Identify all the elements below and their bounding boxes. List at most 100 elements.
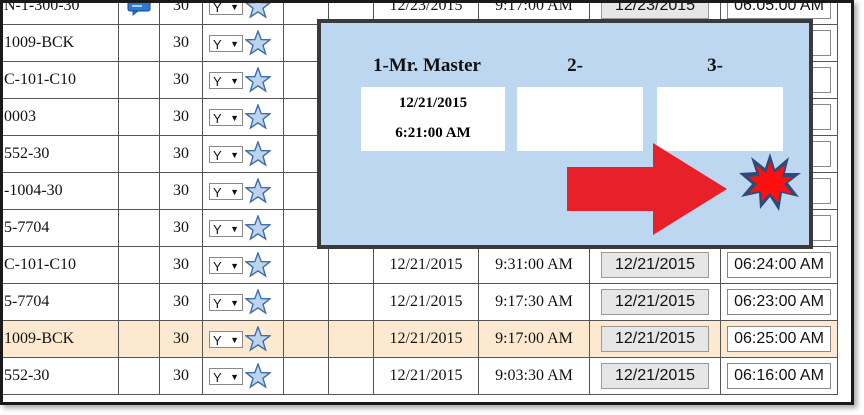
icon-cell — [118, 98, 160, 136]
flag-cell: Y ▼ — [202, 0, 284, 25]
right-arrow-icon — [567, 143, 727, 235]
chat-bubble-icon[interactable] — [127, 3, 151, 16]
time-input-cell: 06:23:00 AM — [720, 283, 838, 321]
flag-select[interactable]: Y ▼ — [209, 293, 243, 311]
flag-select[interactable]: Y ▼ — [209, 330, 243, 348]
table-row[interactable]: 1009-BCK 30 Y ▼ 12/21/2015 9:17:00 AM 12/21/20… — [3, 320, 838, 358]
screenshot-frame: N-1-300-30 30 Y ▼ 12/23/2015 9:17:00 AM 12/23/… — [0, 0, 854, 405]
quantity-value: 30 — [173, 182, 189, 199]
item-id: 5-7704 — [4, 293, 50, 310]
time-input[interactable]: 06:16:00 AM — [727, 363, 831, 389]
quantity-value: 30 — [173, 367, 189, 384]
flag-select-value: Y — [213, 73, 222, 89]
chevron-down-icon: ▼ — [230, 75, 239, 86]
quantity-cell: 30 — [159, 283, 203, 321]
flag-select[interactable]: Y ▼ — [209, 219, 243, 237]
time-value: 9:17:00 AM — [495, 330, 573, 347]
star-icon[interactable] — [244, 65, 272, 93]
item-id-cell: 0003 — [3, 98, 119, 136]
master-slot-1[interactable]: 12/21/2015 6:21:00 AM — [361, 87, 505, 151]
item-id-cell: 1009-BCK — [3, 24, 119, 62]
date-value: 12/21/2015 — [389, 330, 463, 347]
table-row[interactable]: C-101-C10 30 Y ▼ 12/21/2015 9:31:00 AM 12/21/2… — [3, 246, 838, 284]
chevron-down-icon: ▼ — [230, 38, 239, 49]
date-value: 12/21/2015 — [389, 367, 463, 384]
flag-cell: Y ▼ — [202, 98, 284, 136]
icon-cell — [118, 209, 160, 247]
star-icon[interactable] — [244, 139, 272, 167]
star-icon[interactable] — [244, 28, 272, 56]
date-input[interactable]: 12/21/2015 — [601, 363, 709, 389]
star-icon[interactable] — [244, 361, 272, 389]
time-cell: 9:17:30 AM — [478, 283, 590, 321]
star-icon[interactable] — [245, 3, 271, 19]
flag-select[interactable]: Y ▼ — [209, 34, 243, 52]
empty-cell — [283, 320, 329, 358]
flag-select-value: Y — [213, 147, 222, 163]
flag-select-value: Y — [213, 110, 222, 126]
flag-select[interactable]: Y ▼ — [209, 108, 243, 126]
table-row[interactable]: 5-7704 30 Y ▼ 12/21/2015 9:17:30 AM 12/21/2015… — [3, 283, 838, 321]
time-input[interactable]: 06:24:00 AM — [727, 252, 831, 278]
flag-select-value: Y — [213, 221, 222, 237]
flag-select[interactable]: Y ▼ — [209, 0, 243, 15]
item-id-cell: -1004-30 — [3, 172, 119, 210]
chevron-down-icon: ▼ — [230, 260, 239, 271]
empty-cell — [328, 283, 374, 321]
chevron-down-icon: ▼ — [230, 149, 239, 160]
time-input[interactable]: 06:25:00 AM — [727, 326, 831, 352]
master-slot-2[interactable] — [517, 87, 643, 151]
star-icon[interactable] — [244, 250, 272, 278]
icon-cell — [118, 357, 160, 395]
chevron-down-icon: ▼ — [230, 371, 239, 382]
time-input-cell: 06:16:00 AM — [720, 357, 838, 395]
flag-select[interactable]: Y ▼ — [209, 145, 243, 163]
item-id: 5-7704 — [4, 219, 50, 236]
flag-select[interactable]: Y ▼ — [209, 256, 243, 274]
star-icon[interactable] — [244, 324, 272, 352]
quantity-cell: 30 — [159, 209, 203, 247]
star-icon[interactable] — [244, 102, 272, 130]
table-row[interactable]: 552-30 30 Y ▼ 12/21/2015 9:03:30 AM 12/21/2015… — [3, 357, 838, 395]
empty-cell — [328, 246, 374, 284]
quantity-value: 30 — [173, 219, 189, 236]
quantity-cell: 30 — [159, 357, 203, 395]
time-cell: 9:03:30 AM — [478, 357, 590, 395]
date-cell: 12/21/2015 — [373, 246, 479, 284]
chevron-down-icon: ▼ — [230, 334, 239, 345]
time-value: 9:17:30 AM — [495, 293, 573, 310]
flag-select[interactable]: Y ▼ — [209, 182, 243, 200]
date-input[interactable]: 12/21/2015 — [601, 326, 709, 352]
time-value: 9:31:00 AM — [495, 256, 573, 273]
master-heading-2: 2- — [567, 55, 583, 76]
chevron-down-icon: ▼ — [230, 297, 239, 308]
item-id-cell: 5-7704 — [3, 209, 119, 247]
icon-cell — [118, 61, 160, 99]
date-value: 12/21/2015 — [389, 256, 463, 273]
item-id: 1009-BCK — [4, 330, 75, 347]
star-icon[interactable] — [244, 176, 272, 204]
flag-select[interactable]: Y ▼ — [209, 71, 243, 89]
date-input[interactable]: 12/23/2015 — [601, 3, 709, 19]
quantity-cell: 30 — [159, 61, 203, 99]
date-input[interactable]: 12/21/2015 — [601, 252, 709, 278]
flag-select-value: Y — [213, 184, 222, 200]
date-cell: 12/21/2015 — [373, 283, 479, 321]
flag-cell: Y ▼ — [202, 283, 284, 321]
flag-select-value: Y — [213, 0, 222, 15]
item-id: 0003 — [4, 108, 36, 125]
time-input[interactable]: 06:05:00 AM — [727, 3, 831, 19]
empty-cell — [328, 357, 374, 395]
quantity-value: 30 — [173, 145, 189, 162]
time-input[interactable]: 06:23:00 AM — [727, 289, 831, 315]
date-input[interactable]: 12/21/2015 — [601, 289, 709, 315]
master-panel: 1-Mr. Master 2- 3- 12/21/2015 6:21:00 AM — [317, 19, 813, 249]
star-icon[interactable] — [244, 213, 272, 241]
flag-select-value: Y — [213, 369, 222, 385]
quantity-cell: 30 — [159, 246, 203, 284]
chevron-down-icon: ▼ — [230, 223, 239, 234]
master-slot-3[interactable] — [657, 87, 783, 151]
flag-select[interactable]: Y ▼ — [209, 367, 243, 385]
star-icon[interactable] — [244, 287, 272, 315]
flag-select-value: Y — [213, 295, 222, 311]
